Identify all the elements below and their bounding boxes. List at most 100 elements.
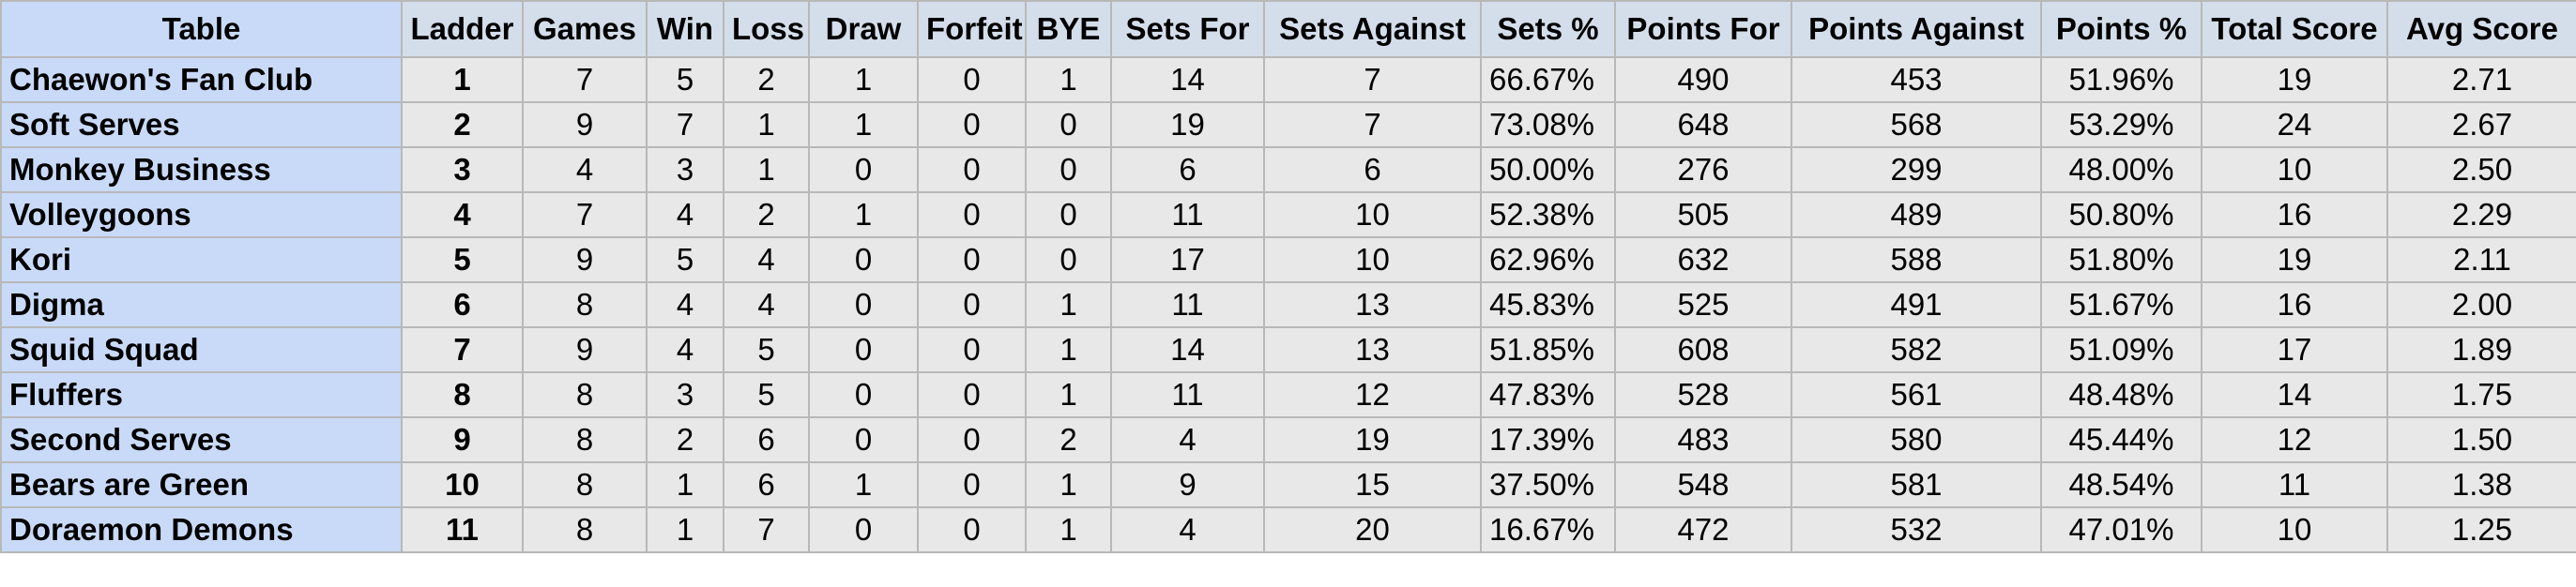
table-cell: 48.48% <box>2040 371 2203 418</box>
table-cell: 6 <box>723 461 810 508</box>
table-cell: 7 <box>401 326 524 373</box>
table-cell: 10 <box>2201 146 2388 193</box>
table-cell: 0 <box>917 371 1027 418</box>
table-row: Kori 5 9 5 4 0 0 0 17 10 62.96% 632 588 51.80% 19 2.11 <box>0 236 2576 283</box>
team-name: Volleygoons <box>0 191 403 238</box>
table-cell: 0 <box>808 146 919 193</box>
team-name: Second Serves <box>0 416 403 463</box>
table-row: Doraemon Demons 11 8 1 7 0 0 1 4 20 16.67% 472 532 47… <box>0 506 2576 553</box>
table-cell: 0 <box>917 101 1027 148</box>
table-cell: 0 <box>808 506 919 553</box>
table-cell: 51.80% <box>2040 236 2203 283</box>
table-cell: 6 <box>401 281 524 328</box>
table-cell: 14 <box>1110 326 1265 373</box>
table-cell: 19 <box>1263 416 1482 463</box>
table-cell: 0 <box>917 56 1027 103</box>
table-cell: 2 <box>646 416 724 463</box>
table-cell: 16 <box>2201 281 2388 328</box>
table-cell: 489 <box>1791 191 2042 238</box>
table-cell: 2 <box>1025 416 1112 463</box>
table-cell: 2.11 <box>2386 236 2576 283</box>
table-cell: 13 <box>1263 281 1482 328</box>
table-cell: 4 <box>646 326 724 373</box>
table-cell: 1 <box>1025 506 1112 553</box>
table-cell: 1.38 <box>2386 461 2576 508</box>
team-name: Kori <box>0 236 403 283</box>
table-cell: 1 <box>646 506 724 553</box>
table-cell: 3 <box>646 371 724 418</box>
table-cell: 0 <box>917 191 1027 238</box>
table-cell: 1 <box>646 461 724 508</box>
table-cell: 490 <box>1614 56 1792 103</box>
table-cell: 16 <box>2201 191 2388 238</box>
table-cell: 51.96% <box>2040 56 2203 103</box>
header-cell: Ladder <box>401 0 524 58</box>
table-cell: 7 <box>1263 101 1482 148</box>
table-cell: 1 <box>723 101 810 148</box>
table-cell: 472 <box>1614 506 1792 553</box>
team-name: Soft Serves <box>0 101 403 148</box>
table-cell: 525 <box>1614 281 1792 328</box>
table-cell: 0 <box>1025 236 1112 283</box>
table-cell: 11 <box>1110 281 1265 328</box>
table-cell: 2.67 <box>2386 101 2576 148</box>
table-row: Bears are Green 10 8 1 6 1 0 1 9 15 37.50% 548 581 48… <box>0 461 2576 508</box>
header-cell: Table <box>0 0 403 58</box>
table-cell: 73.08% <box>1480 101 1616 148</box>
header-cell: BYE <box>1025 0 1112 58</box>
table-cell: 453 <box>1791 56 2042 103</box>
table-cell: 1 <box>1025 56 1112 103</box>
table-cell: 0 <box>917 506 1027 553</box>
table-cell: 17 <box>1110 236 1265 283</box>
table-cell: 299 <box>1791 146 2042 193</box>
table-row: Soft Serves 2 9 7 1 1 0 0 19 7 73.08% 648 568 53.29% 2… <box>0 101 2576 148</box>
table-cell: 1 <box>1025 371 1112 418</box>
table-cell: 0 <box>917 461 1027 508</box>
header-cell: Points For <box>1614 0 1792 58</box>
table-cell: 37.50% <box>1480 461 1616 508</box>
table-cell: 6 <box>1263 146 1482 193</box>
table-cell: 7 <box>723 506 810 553</box>
table-cell: 581 <box>1791 461 2042 508</box>
table-cell: 0 <box>917 236 1027 283</box>
table-cell: 1.25 <box>2386 506 2576 553</box>
table-cell: 2.50 <box>2386 146 2576 193</box>
table-cell: 51.85% <box>1480 326 1616 373</box>
table-cell: 14 <box>2201 371 2388 418</box>
table-cell: 19 <box>2201 56 2388 103</box>
table-cell: 0 <box>1025 191 1112 238</box>
table-cell: 9 <box>522 236 648 283</box>
table-cell: 4 <box>723 236 810 283</box>
table-cell: 62.96% <box>1480 236 1616 283</box>
table-cell: 4 <box>1110 506 1265 553</box>
header-cell: Avg Score <box>2386 0 2576 58</box>
table-cell: 532 <box>1791 506 2042 553</box>
table-cell: 580 <box>1791 416 2042 463</box>
table-cell: 0 <box>917 416 1027 463</box>
header-cell: Sets Against <box>1263 0 1482 58</box>
table-cell: 548 <box>1614 461 1792 508</box>
table-cell: 66.67% <box>1480 56 1616 103</box>
header-cell: Points % <box>2040 0 2203 58</box>
table-cell: 12 <box>1263 371 1482 418</box>
table-cell: 11 <box>401 506 524 553</box>
table-cell: 483 <box>1614 416 1792 463</box>
table-cell: 8 <box>522 416 648 463</box>
table-cell: 10 <box>1263 236 1482 283</box>
table-row: Squid Squad 7 9 4 5 0 0 1 14 13 51.85% 608 582 51.09%… <box>0 326 2576 373</box>
table-cell: 1 <box>1025 326 1112 373</box>
table-cell: 50.00% <box>1480 146 1616 193</box>
table-cell: 16.67% <box>1480 506 1616 553</box>
table-cell: 10 <box>2201 506 2388 553</box>
table-cell: 6 <box>1110 146 1265 193</box>
table-cell: 17 <box>2201 326 2388 373</box>
table-cell: 53.29% <box>2040 101 2203 148</box>
table-row: Digma 6 8 4 4 0 0 1 11 13 45.83% 525 491 51.67% 16 2.00 <box>0 281 2576 328</box>
team-name: Fluffers <box>0 371 403 418</box>
table-cell: 0 <box>1025 101 1112 148</box>
table-cell: 648 <box>1614 101 1792 148</box>
table-cell: 1 <box>401 56 524 103</box>
header-cell: Sets % <box>1480 0 1616 58</box>
table-cell: 0 <box>1025 146 1112 193</box>
table-cell: 0 <box>808 371 919 418</box>
